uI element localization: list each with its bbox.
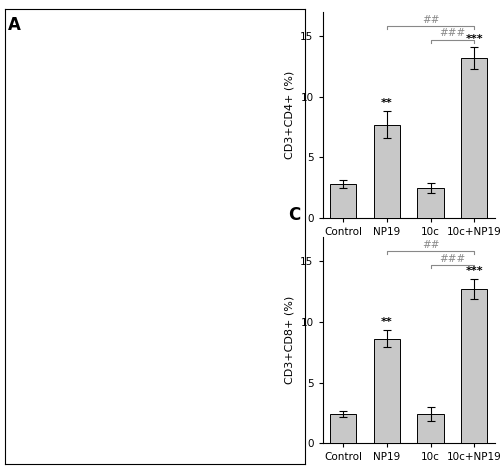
Bar bbox=[374, 339, 400, 443]
Y-axis label: CD3+CD4+ (%): CD3+CD4+ (%) bbox=[284, 71, 294, 159]
Bar bbox=[418, 414, 444, 443]
Text: ##: ## bbox=[422, 240, 440, 250]
Text: **: ** bbox=[381, 98, 393, 108]
Text: A: A bbox=[8, 16, 21, 34]
Text: ###: ### bbox=[439, 29, 466, 38]
Bar bbox=[461, 58, 487, 218]
Text: ###: ### bbox=[439, 254, 466, 264]
Text: ***: *** bbox=[466, 34, 483, 44]
Bar bbox=[374, 125, 400, 218]
Text: ***: *** bbox=[466, 266, 483, 276]
Text: ##: ## bbox=[422, 15, 440, 25]
Text: **: ** bbox=[381, 318, 393, 327]
Bar bbox=[461, 289, 487, 443]
Bar bbox=[330, 414, 356, 443]
Bar bbox=[418, 188, 444, 218]
Y-axis label: CD3+CD8+ (%): CD3+CD8+ (%) bbox=[284, 296, 294, 384]
Text: C: C bbox=[288, 206, 300, 225]
Bar bbox=[330, 184, 356, 218]
